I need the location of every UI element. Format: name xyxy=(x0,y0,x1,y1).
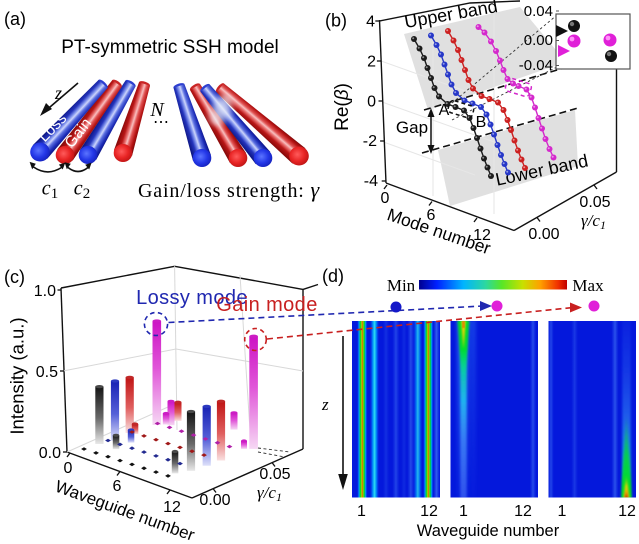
svg-text:12: 12 xyxy=(514,503,532,520)
svg-text:A: A xyxy=(439,102,450,119)
svg-text:6: 6 xyxy=(427,207,436,224)
svg-text:Min: Min xyxy=(387,276,416,295)
svg-text:4: 4 xyxy=(366,14,375,31)
svg-text:0.00: 0.00 xyxy=(199,492,230,509)
svg-text:0: 0 xyxy=(367,94,376,111)
svg-text:(b): (b) xyxy=(325,11,347,31)
svg-text:-0.04: -0.04 xyxy=(519,57,553,74)
svg-text:0.05: 0.05 xyxy=(259,466,290,483)
svg-text:12: 12 xyxy=(618,503,636,520)
svg-text:1: 1 xyxy=(357,503,366,520)
svg-text:1.0: 1.0 xyxy=(34,283,56,300)
svg-text:2: 2 xyxy=(367,54,376,71)
svg-text:0.5: 0.5 xyxy=(36,364,58,381)
svg-text:-2: -2 xyxy=(363,133,377,150)
svg-text:N: N xyxy=(149,99,165,121)
svg-text:0.00: 0.00 xyxy=(528,226,559,243)
svg-text:γ/c1: γ/c1 xyxy=(257,483,282,504)
svg-text:Re(β): Re(β) xyxy=(332,83,353,131)
svg-text:⋯: ⋯ xyxy=(153,114,169,131)
svg-text:1: 1 xyxy=(558,503,567,520)
svg-text:Intensity (a.u.): Intensity (a.u.) xyxy=(7,317,28,434)
svg-text:z: z xyxy=(54,83,62,103)
svg-text:12: 12 xyxy=(420,503,438,520)
svg-text:(a): (a) xyxy=(4,9,26,29)
svg-text:12: 12 xyxy=(163,499,181,516)
svg-text:6: 6 xyxy=(113,478,122,495)
svg-text:Lossy mode: Lossy mode xyxy=(136,287,248,309)
svg-text:PT-symmetric SSH model: PT-symmetric SSH model xyxy=(61,37,278,58)
svg-text:(d): (d) xyxy=(322,266,344,286)
svg-text:0: 0 xyxy=(381,190,390,207)
svg-text:z: z xyxy=(321,395,329,414)
svg-text:Gain mode: Gain mode xyxy=(216,294,317,316)
svg-text:(c): (c) xyxy=(4,267,25,287)
svg-text:1: 1 xyxy=(459,503,468,520)
svg-text:12: 12 xyxy=(473,227,491,244)
svg-text:0.0: 0.0 xyxy=(39,445,61,462)
svg-text:Waveguide number: Waveguide number xyxy=(417,522,560,540)
svg-text:B: B xyxy=(476,114,487,131)
svg-text:0.00: 0.00 xyxy=(524,32,553,49)
svg-text:Max: Max xyxy=(572,276,604,295)
svg-text:γ/c1: γ/c1 xyxy=(581,211,606,232)
svg-text:0.05: 0.05 xyxy=(579,194,610,211)
svg-text:0: 0 xyxy=(64,460,73,477)
svg-text:0.04: 0.04 xyxy=(524,3,553,20)
svg-text:Gain/loss strength: γ: Gain/loss strength: γ xyxy=(138,177,321,202)
svg-text:Gap: Gap xyxy=(396,118,428,137)
svg-text:-4: -4 xyxy=(364,173,378,190)
